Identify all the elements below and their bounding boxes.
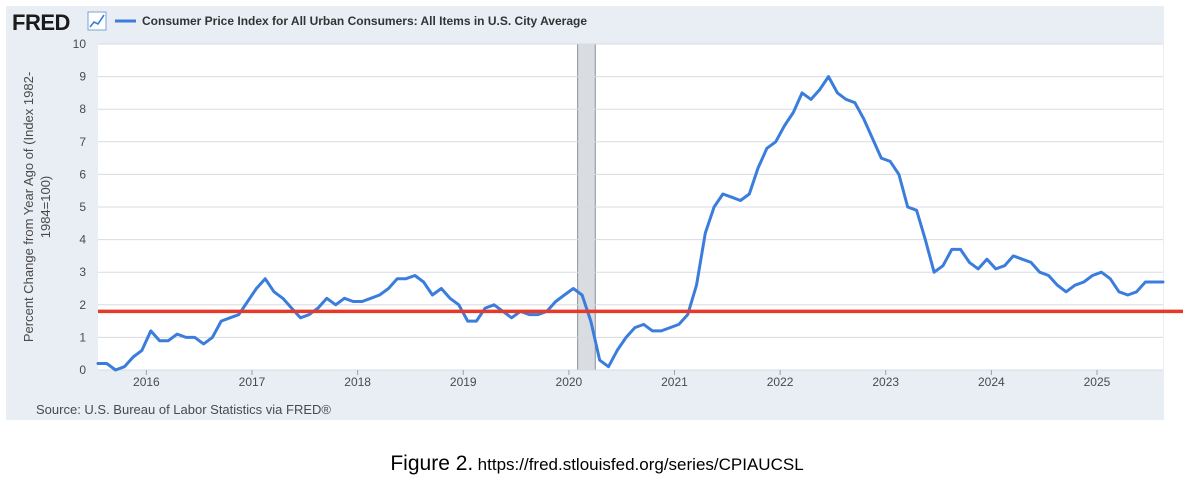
y-tick-label: 8 bbox=[79, 102, 86, 116]
y-axis-label: Percent Change from Year Ago of (Index 1… bbox=[21, 72, 36, 342]
caption-label: Figure 2. bbox=[390, 452, 474, 475]
y-tick-label: 1 bbox=[79, 330, 86, 344]
y-tick-label: 10 bbox=[73, 37, 87, 51]
series-line[interactable] bbox=[96, 75, 1165, 372]
y-tick-label: 7 bbox=[79, 135, 86, 149]
x-tick-label: 2019 bbox=[450, 375, 477, 389]
x-tick-label: 2021 bbox=[661, 375, 688, 389]
y-tick-label: 6 bbox=[79, 167, 86, 181]
x-tick-label: 2023 bbox=[872, 375, 899, 389]
figure-caption: Figure 2. https://fred.stlouisfed.org/se… bbox=[0, 452, 1194, 476]
y-tick-label: 9 bbox=[79, 70, 86, 84]
legend-label: Consumer Price Index for All Urban Consu… bbox=[142, 14, 587, 28]
y-tick-label: 4 bbox=[79, 233, 86, 247]
x-tick-label: 2020 bbox=[556, 375, 583, 389]
fred-logo[interactable]: FRED bbox=[12, 10, 70, 35]
x-tick-label: 2025 bbox=[1084, 375, 1111, 389]
caption-url[interactable]: https://fred.stlouisfed.org/series/CPIAU… bbox=[477, 455, 804, 474]
y-tick-label: 2 bbox=[79, 298, 86, 312]
x-tick-label: 2016 bbox=[133, 375, 160, 389]
x-tick-label: 2024 bbox=[978, 375, 1005, 389]
x-tick-label: 2017 bbox=[239, 375, 266, 389]
y-tick-label: 3 bbox=[79, 265, 86, 279]
x-tick-label: 2018 bbox=[344, 375, 371, 389]
y-tick-label: 5 bbox=[79, 200, 86, 214]
y-axis-label: 1984=100) bbox=[38, 176, 53, 239]
source-text: Source: U.S. Bureau of Labor Statistics … bbox=[36, 402, 331, 417]
x-tick-label: 2022 bbox=[767, 375, 794, 389]
trend-graph-icon bbox=[87, 11, 107, 31]
y-tick-label: 0 bbox=[79, 363, 86, 377]
